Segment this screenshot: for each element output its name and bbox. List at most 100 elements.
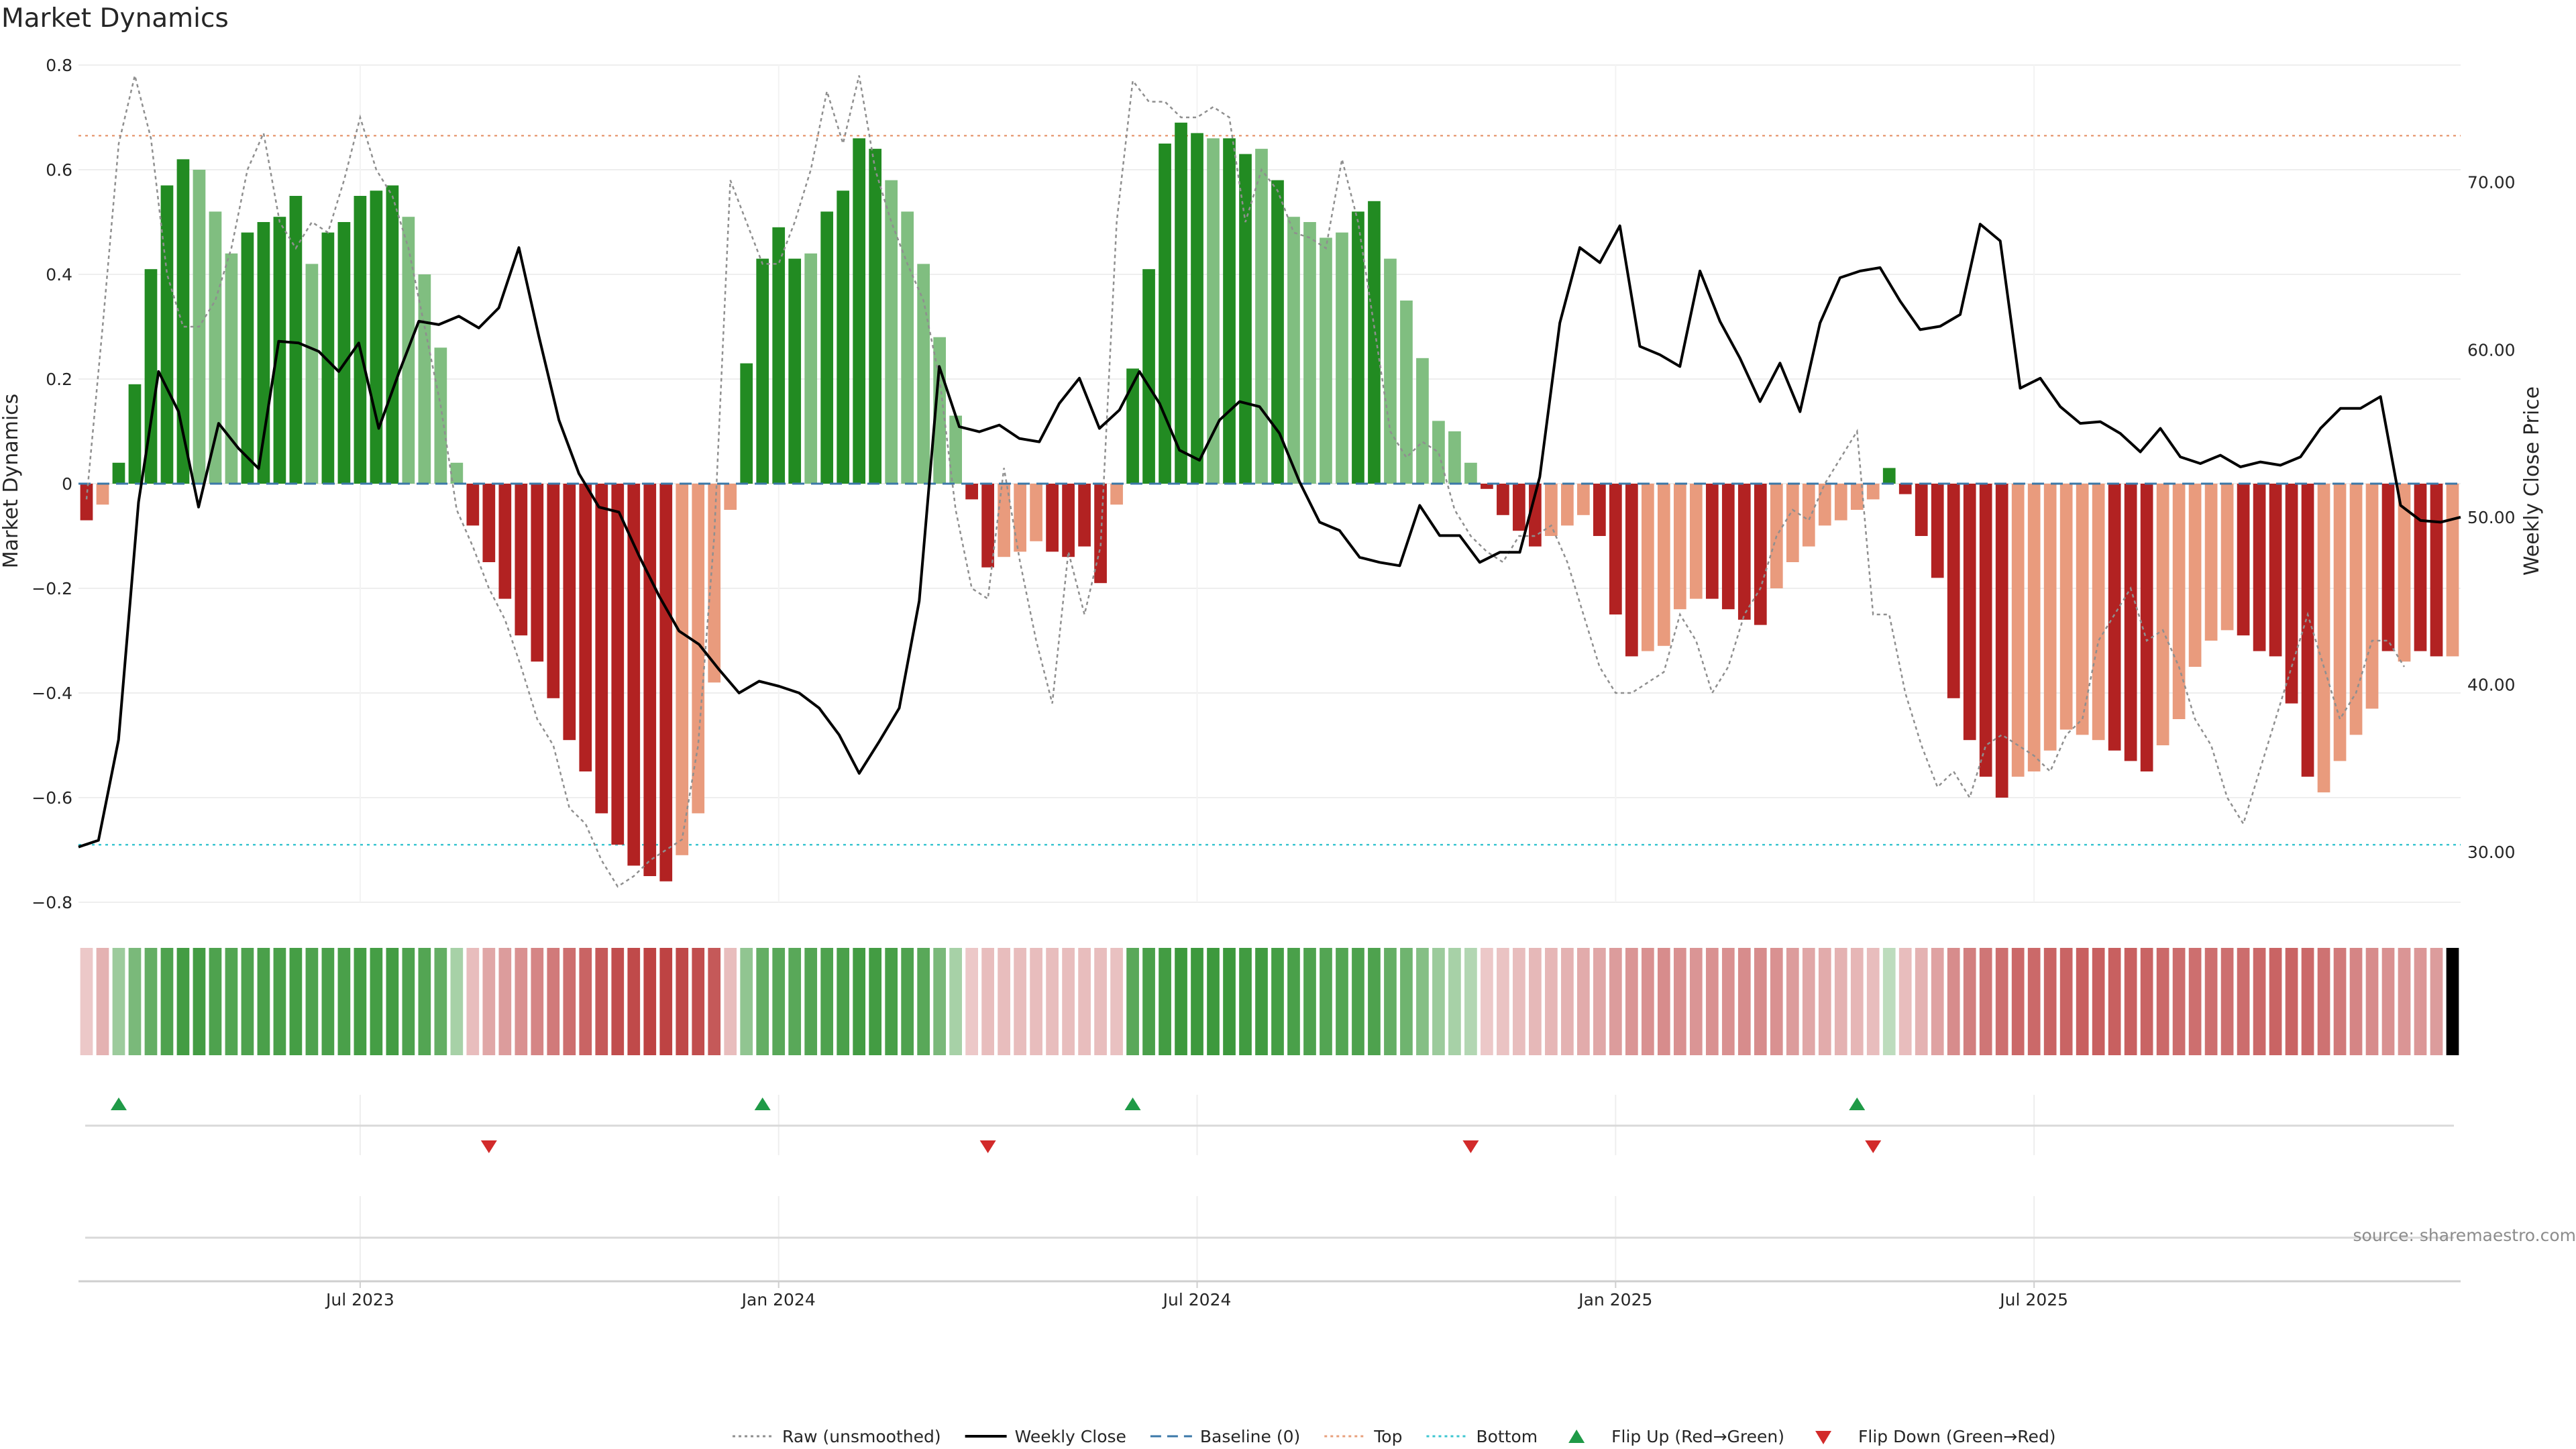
- momentum-bar: [515, 484, 528, 636]
- x-tick-label: Jul 2023: [325, 1290, 394, 1309]
- strip-cell: [1094, 948, 1107, 1055]
- momentum-bar: [563, 484, 576, 741]
- strip-cell: [482, 948, 496, 1055]
- momentum-bar: [901, 211, 914, 484]
- regime-strip: [80, 948, 2459, 1055]
- strip-cell: [1030, 948, 1042, 1055]
- momentum-bar: [2092, 484, 2105, 741]
- momentum-bar: [1754, 484, 1767, 625]
- strip-cell: [289, 948, 303, 1055]
- momentum-bar: [2140, 484, 2153, 771]
- strip-cell: [740, 948, 753, 1055]
- momentum-bar: [1497, 484, 1509, 515]
- strip-cell: [579, 948, 592, 1055]
- momentum-bar: [128, 384, 142, 484]
- right-tick-label: 30.00: [2467, 843, 2516, 862]
- momentum-bar: [1834, 484, 1847, 521]
- legend-label: Raw (unsmoothed): [782, 1427, 941, 1446]
- left-tick-label: 0.8: [46, 56, 72, 75]
- momentum-bar: [804, 253, 818, 484]
- strip-cell: [1947, 948, 1960, 1055]
- strip-cell: [498, 948, 512, 1055]
- momentum-bar: [2237, 484, 2250, 636]
- x-axis-ticks: Jul 2023 Jan 2024 Jul 2024 Jan 2025 Jul 2025: [325, 1281, 2068, 1309]
- momentum-bar: [837, 191, 850, 484]
- momentum-bar: [1529, 484, 1542, 547]
- strip-cell: [2011, 948, 2025, 1055]
- strip-cell: [2349, 948, 2363, 1055]
- strip-cell: [1737, 948, 1751, 1055]
- momentum-bar: [2269, 484, 2282, 657]
- strip-cell: [257, 948, 270, 1055]
- strip-cell: [1770, 948, 1783, 1055]
- momentum-bar: [176, 159, 190, 484]
- strip-cell: [804, 948, 818, 1055]
- momentum-bar: [1931, 484, 1944, 578]
- strip-cell: [1384, 948, 1397, 1055]
- momentum-bar: [2285, 484, 2298, 704]
- left-tick-label: −0.6: [32, 788, 72, 808]
- momentum-bar: [2301, 484, 2314, 777]
- right-y-ticks: 70.00 60.00 50.00 40.00 30.00: [2467, 173, 2516, 862]
- strip-cell: [1062, 948, 1075, 1055]
- momentum-bar: [1850, 484, 1864, 510]
- strip-cell: [1657, 948, 1670, 1055]
- momentum-bar: [740, 363, 753, 484]
- momentum-bar: [676, 484, 689, 855]
- strip-cell: [2188, 948, 2202, 1055]
- strip-cell: [547, 948, 560, 1055]
- momentum-bar: [112, 462, 125, 484]
- momentum-bars: [80, 122, 2459, 881]
- strip-cell: [2059, 948, 2073, 1055]
- momentum-bar: [289, 196, 303, 484]
- strip-cell: [1689, 948, 1703, 1055]
- flip-down-marker: [979, 1140, 996, 1153]
- momentum-bar: [1320, 237, 1332, 484]
- momentum-bar: [1303, 222, 1316, 484]
- strip-cell: [917, 948, 930, 1055]
- source-text: source: sharemaestro.com: [2353, 1226, 2576, 1245]
- strip-cell: [949, 948, 962, 1055]
- legend-swatch: [1568, 1430, 1585, 1443]
- strip-cell: [337, 948, 351, 1055]
- momentum-bar: [434, 347, 447, 484]
- momentum-bar: [225, 253, 238, 484]
- x-tick-label: Jan 2024: [741, 1290, 816, 1309]
- momentum-bar: [1416, 358, 1429, 484]
- strip-cell: [434, 948, 447, 1055]
- strip-cell: [1818, 948, 1831, 1055]
- strip-cell: [1625, 948, 1638, 1055]
- momentum-bar: [1737, 484, 1751, 620]
- momentum-bar: [144, 269, 158, 484]
- momentum-bar: [1368, 201, 1381, 484]
- momentum-bar: [1271, 180, 1284, 484]
- momentum-bar: [2253, 484, 2266, 651]
- momentum-bar: [1609, 484, 1622, 614]
- strip-cell: [80, 948, 93, 1055]
- momentum-bar: [708, 484, 721, 683]
- legend-label: Flip Up (Red→Green): [1611, 1427, 1784, 1446]
- strip-cell: [869, 948, 882, 1055]
- strip-cell: [144, 948, 158, 1055]
- momentum-bar: [1545, 484, 1558, 536]
- momentum-bar: [370, 191, 383, 484]
- momentum-bar: [579, 484, 592, 771]
- strip-cell: [1979, 948, 1992, 1055]
- momentum-bar: [1721, 484, 1735, 610]
- strip-cell: [2414, 948, 2427, 1055]
- momentum-bar: [627, 484, 641, 866]
- strip-cell: [1882, 948, 1896, 1055]
- strip-cell: [756, 948, 769, 1055]
- momentum-bar: [1995, 484, 2008, 798]
- strip-cell: [1142, 948, 1155, 1055]
- momentum-bar: [1947, 484, 1960, 698]
- strip-cell: [1352, 948, 1364, 1055]
- strip-cell: [981, 948, 994, 1055]
- momentum-bar: [724, 484, 737, 510]
- momentum-bar: [160, 185, 174, 484]
- momentum-bar: [321, 232, 335, 484]
- momentum-bar: [1673, 484, 1686, 610]
- strip-cell: [1786, 948, 1799, 1055]
- momentum-bar: [643, 484, 657, 876]
- momentum-bar: [2446, 484, 2459, 657]
